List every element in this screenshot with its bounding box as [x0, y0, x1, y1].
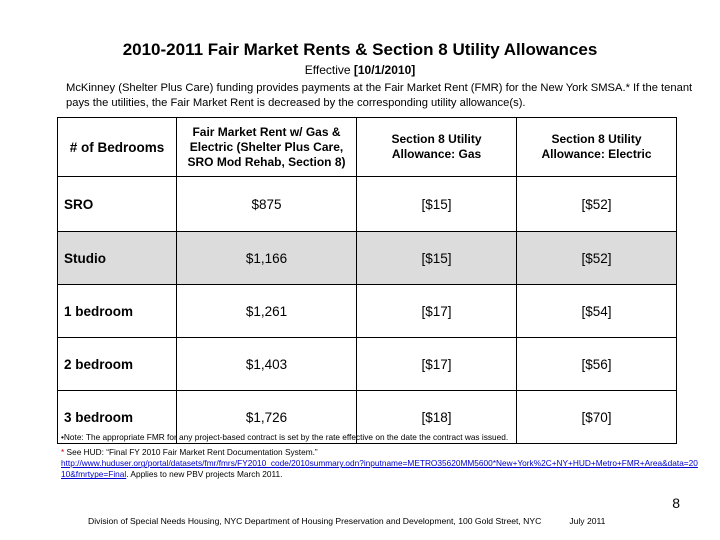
- bedroom-type-cell: 3 bedroom: [57, 390, 177, 444]
- fmr-cell: $1,403: [176, 337, 357, 391]
- effective-label: Effective: [304, 63, 354, 77]
- fmr-cell: $875: [176, 176, 357, 232]
- footer-text: Division of Special Needs Housing, NYC D…: [88, 516, 542, 526]
- intro-paragraph: McKinney (Shelter Plus Care) funding pro…: [66, 82, 693, 109]
- header-gas-allowance: Section 8 Utility Allowance: Gas: [356, 117, 517, 177]
- hud-link[interactable]: http://www.huduser.org/portal/datasets/f…: [61, 458, 698, 480]
- table-row: 3 bedroom $1,726 [$18] [$70]: [57, 390, 677, 444]
- table-row: Studio $1,166 [$15] [$52]: [57, 231, 677, 285]
- table-header-row: # of Bedrooms Fair Market Rent w/ Gas & …: [57, 117, 677, 177]
- table-row: 2 bedroom $1,403 [$17] [$56]: [57, 337, 677, 391]
- effective-date-line: Effective [10/1/2010]: [0, 63, 720, 77]
- bedroom-type-cell: 2 bedroom: [57, 337, 177, 391]
- electric-allowance-cell: [$56]: [516, 337, 677, 391]
- header-bedrooms: # of Bedrooms: [57, 117, 177, 177]
- bedroom-type-cell: Studio: [57, 231, 177, 285]
- bedroom-type-cell: 1 bedroom: [57, 284, 177, 338]
- hud-citation: * See HUD: “Final FY 2010 Fair Market Re…: [61, 447, 701, 481]
- fmr-note: •Note: The appropriate FMR for any proje…: [61, 432, 509, 442]
- fmr-cell: $1,261: [176, 284, 357, 338]
- electric-allowance-cell: [$52]: [516, 176, 677, 232]
- asterisk-marker: *: [61, 447, 65, 457]
- gas-allowance-cell: [$15]: [356, 176, 517, 232]
- fmr-table: # of Bedrooms Fair Market Rent w/ Gas & …: [57, 117, 677, 444]
- footer-date: July 2011: [569, 516, 606, 526]
- gas-allowance-cell: [$17]: [356, 284, 517, 338]
- gas-allowance-cell: [$17]: [356, 337, 517, 391]
- page-number: 8: [672, 495, 680, 511]
- bedroom-type-cell: SRO: [57, 176, 177, 232]
- hud-citation-text: See HUD: “Final FY 2010 Fair Market Rent…: [64, 447, 318, 457]
- electric-allowance-cell: [$70]: [516, 390, 677, 444]
- gas-allowance-cell: [$15]: [356, 231, 517, 285]
- fmr-cell: $1,166: [176, 231, 357, 285]
- table-row: SRO $875 [$15] [$52]: [57, 176, 677, 232]
- footer: Division of Special Needs Housing, NYC D…: [88, 516, 605, 526]
- page-title: 2010-2011 Fair Market Rents & Section 8 …: [122, 40, 598, 59]
- hud-applies-text: . Applies to new PBV projects March 2011…: [126, 469, 283, 480]
- table-row: 1 bedroom $1,261 [$17] [$54]: [57, 284, 677, 338]
- header-electric-allowance: Section 8 Utility Allowance: Electric: [516, 117, 677, 177]
- effective-date: [10/1/2010]: [353, 63, 416, 77]
- header-fair-market-rent: Fair Market Rent w/ Gas & Electric (Shel…: [176, 117, 357, 177]
- fmr-cell: $1,726: [176, 390, 357, 444]
- electric-allowance-cell: [$52]: [516, 231, 677, 285]
- electric-allowance-cell: [$54]: [516, 284, 677, 338]
